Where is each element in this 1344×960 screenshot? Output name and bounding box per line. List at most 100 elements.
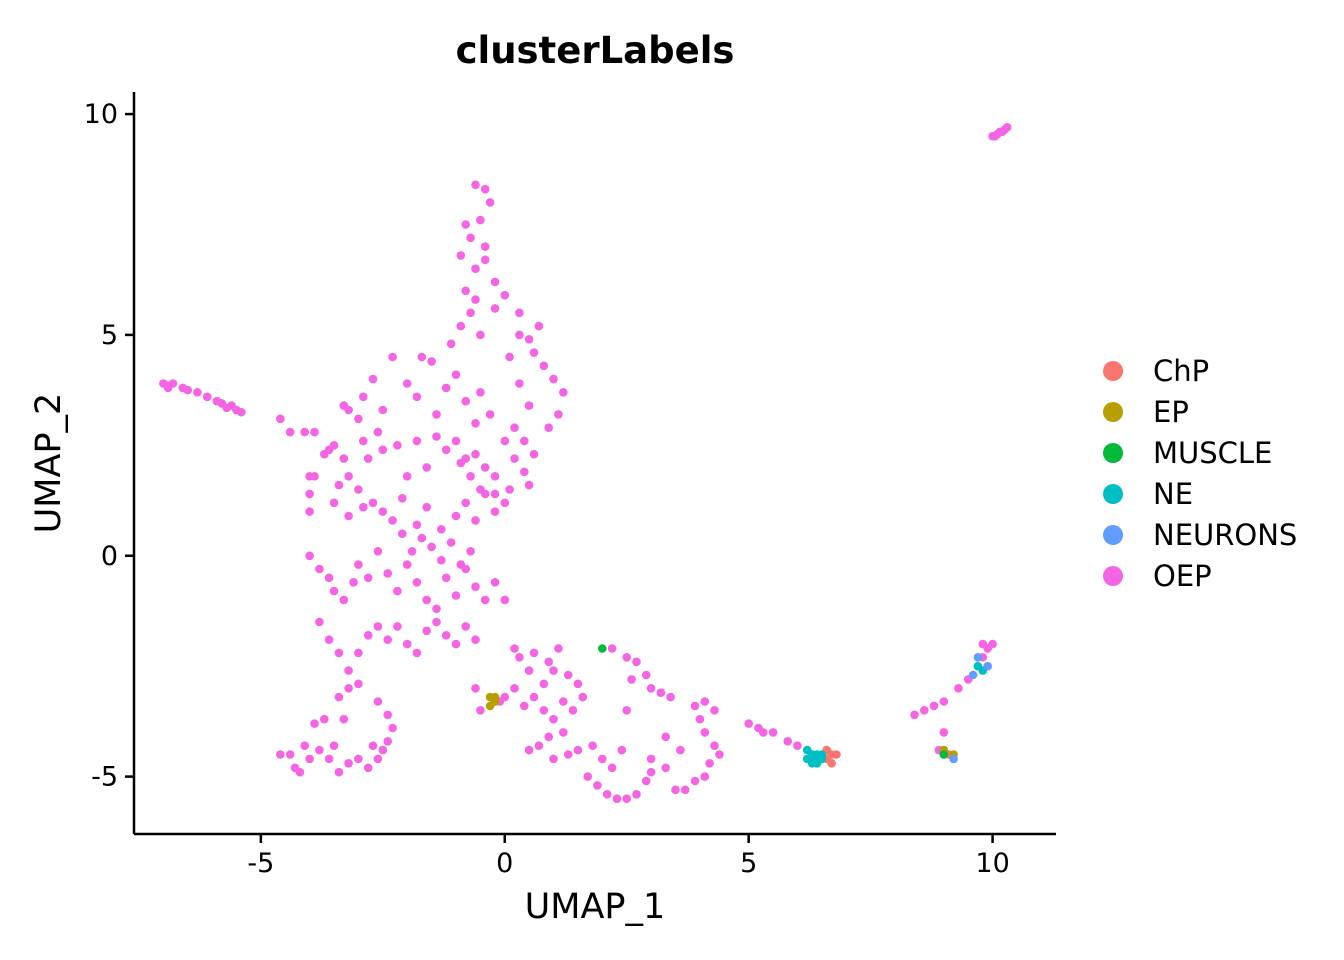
data-point — [344, 511, 353, 521]
data-point — [695, 714, 705, 724]
data-point — [398, 494, 407, 503]
data-point — [373, 427, 383, 437]
x-tick-label: 5 — [740, 848, 757, 879]
x-tick-label: -5 — [247, 848, 274, 879]
data-point — [480, 463, 490, 472]
data-point — [378, 405, 388, 415]
data-point — [700, 697, 710, 706]
data-point — [612, 794, 622, 803]
data-point — [461, 396, 471, 406]
data-point — [373, 697, 383, 706]
data-point — [954, 684, 963, 693]
data-point — [359, 392, 368, 402]
data-point — [690, 701, 700, 711]
data-point — [544, 732, 553, 742]
data-point — [315, 617, 324, 627]
data-point — [632, 657, 641, 667]
data-point — [417, 352, 427, 362]
data-point — [368, 374, 378, 384]
data-point — [427, 357, 436, 366]
data-point — [417, 533, 427, 543]
data-point — [641, 776, 651, 786]
legend-label-ep: EP — [1153, 395, 1189, 429]
data-point — [949, 754, 958, 764]
data-point — [539, 706, 549, 715]
data-point — [437, 525, 446, 534]
data-point — [276, 414, 285, 424]
data-point — [524, 745, 534, 755]
data-point — [407, 547, 417, 556]
data-point — [529, 348, 539, 357]
data-point — [607, 763, 617, 773]
data-point — [363, 631, 373, 640]
x-ticks: -5 0 5 10 — [247, 834, 1010, 879]
data-point — [354, 560, 363, 569]
data-point — [476, 330, 485, 340]
data-point — [339, 595, 349, 605]
data-point — [480, 184, 490, 194]
data-point — [500, 498, 510, 508]
data-point — [476, 215, 485, 225]
legend-label-neurons: NEURONS — [1153, 518, 1297, 552]
data-point — [315, 564, 324, 574]
data-point — [300, 741, 310, 750]
data-point — [412, 648, 422, 658]
data-point — [354, 414, 363, 424]
data-point — [432, 410, 441, 419]
data-point — [710, 706, 719, 715]
data-point — [510, 684, 519, 693]
data-point — [676, 745, 685, 755]
data-point — [466, 233, 475, 243]
data-point — [456, 458, 466, 468]
data-point — [310, 427, 319, 437]
y-tick-label: 0 — [101, 541, 118, 572]
data-point — [334, 648, 344, 658]
x-axis-title: UMAP_1 — [525, 887, 666, 927]
data-point — [359, 502, 368, 512]
data-point — [524, 480, 534, 490]
data-point — [549, 754, 558, 764]
data-point — [412, 578, 422, 587]
data-point — [334, 480, 344, 490]
data-point — [349, 578, 358, 587]
data-point — [393, 622, 402, 631]
data-point — [598, 644, 607, 653]
data-point — [471, 684, 480, 693]
data-point — [285, 750, 295, 759]
data-point — [466, 547, 475, 556]
data-point — [471, 516, 480, 525]
data-point — [378, 507, 388, 516]
data-point — [354, 485, 363, 494]
data-point — [939, 697, 949, 706]
data-point — [441, 383, 451, 393]
data-point — [339, 401, 349, 410]
data-point — [520, 436, 529, 446]
data-point — [422, 463, 432, 472]
data-point — [588, 741, 597, 750]
data-point — [363, 573, 373, 583]
data-point — [573, 679, 583, 689]
data-point — [354, 679, 363, 689]
data-point — [939, 750, 949, 759]
data-point — [363, 763, 373, 773]
data-point — [422, 626, 432, 636]
data-point — [461, 220, 471, 229]
data-point — [324, 754, 334, 764]
data-point — [768, 728, 778, 737]
y-ticks: -5 0 5 10 — [84, 99, 134, 793]
data-point — [305, 551, 314, 561]
data-point — [710, 741, 719, 750]
data-point — [354, 754, 363, 764]
data-point — [783, 737, 792, 746]
data-point — [276, 750, 285, 759]
data-point — [622, 706, 631, 715]
data-point — [646, 767, 656, 777]
data-point — [315, 745, 324, 755]
data-point — [559, 388, 568, 397]
data-point — [237, 407, 246, 417]
data-point — [544, 423, 553, 433]
data-point — [554, 644, 563, 653]
data-point — [383, 569, 393, 578]
data-point — [622, 653, 631, 662]
data-point — [524, 335, 534, 344]
